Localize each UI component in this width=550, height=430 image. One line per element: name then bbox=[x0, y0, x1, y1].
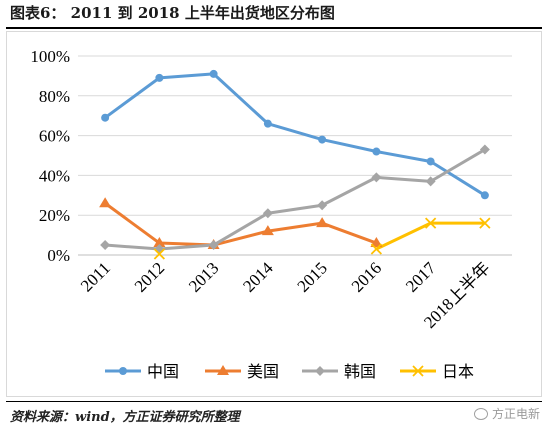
legend-label: 韩国 bbox=[344, 362, 376, 381]
data-point bbox=[262, 208, 273, 219]
data-point bbox=[315, 366, 325, 376]
x-tick-label: 2013 bbox=[185, 258, 222, 295]
data-point bbox=[155, 73, 164, 82]
series-line-2 bbox=[105, 148, 486, 251]
y-tick-label: 60% bbox=[39, 127, 70, 146]
data-point bbox=[208, 240, 219, 251]
data-point bbox=[479, 144, 490, 155]
legend-item-2: 韩国 bbox=[302, 362, 376, 381]
data-point bbox=[99, 197, 112, 208]
y-tick-label: 80% bbox=[39, 87, 70, 106]
title-rule bbox=[6, 27, 542, 29]
data-point bbox=[100, 240, 111, 251]
data-point bbox=[480, 191, 489, 200]
series-markers bbox=[99, 69, 491, 260]
data-point bbox=[153, 237, 166, 248]
x-tick-label: 2012 bbox=[131, 258, 168, 295]
data-point bbox=[372, 147, 381, 156]
legend-label: 日本 bbox=[442, 362, 474, 381]
data-point bbox=[209, 69, 218, 78]
data-point bbox=[479, 217, 491, 229]
x-tick-label: 2011 bbox=[77, 258, 114, 295]
legend-item-1: 美国 bbox=[205, 362, 279, 381]
data-point bbox=[101, 113, 110, 122]
data-point bbox=[370, 243, 383, 255]
data-point bbox=[425, 176, 436, 187]
y-tick-label: 40% bbox=[39, 166, 70, 185]
chart-title: 图表6： 2011 到 2018 上半年出货地区分布图 bbox=[10, 4, 335, 22]
legend-label: 中国 bbox=[147, 362, 179, 381]
data-point bbox=[424, 217, 437, 229]
x-tick-label: 2016 bbox=[348, 258, 385, 295]
data-point bbox=[371, 172, 382, 183]
series-line-1 bbox=[104, 202, 377, 247]
data-point bbox=[261, 225, 274, 236]
x-tick-label: 2015 bbox=[293, 258, 330, 295]
legend-item-0: 中国 bbox=[105, 362, 179, 381]
legend: 中国 美国 韩国 日本 bbox=[105, 362, 474, 381]
data-point bbox=[412, 365, 424, 377]
data-point bbox=[263, 119, 272, 128]
y-tick-label: 20% bbox=[39, 206, 70, 225]
legend-item-3: 日本 bbox=[400, 362, 474, 381]
data-point bbox=[370, 237, 383, 248]
watermark-text: 方正电新 bbox=[491, 407, 540, 421]
data-point bbox=[217, 365, 229, 375]
gridlines bbox=[78, 55, 512, 256]
x-tick-label: 2014 bbox=[239, 258, 277, 296]
data-point bbox=[119, 367, 127, 375]
source-rule bbox=[6, 401, 542, 402]
legend-label: 美国 bbox=[247, 362, 279, 381]
source-note: 资料来源：wind，方正证券研究所整理 bbox=[10, 410, 240, 425]
series-line-0 bbox=[104, 72, 486, 197]
wechat-icon bbox=[473, 407, 488, 420]
data-point bbox=[318, 135, 327, 144]
y-tick-labels: 0% 20% 40% 60% 80% 100% bbox=[30, 47, 70, 265]
data-point bbox=[317, 200, 328, 211]
data-point bbox=[316, 217, 329, 228]
x-tick-label: 2017 bbox=[402, 258, 440, 296]
y-tick-label: 100% bbox=[30, 47, 70, 66]
y-tick-label: 0% bbox=[47, 246, 70, 265]
series-line-3 bbox=[375, 221, 485, 251]
chart-frame bbox=[6, 31, 542, 397]
data-point bbox=[426, 157, 435, 166]
series-lines bbox=[104, 72, 486, 251]
data-point bbox=[153, 248, 166, 260]
watermark: 方正电新 bbox=[473, 405, 540, 422]
